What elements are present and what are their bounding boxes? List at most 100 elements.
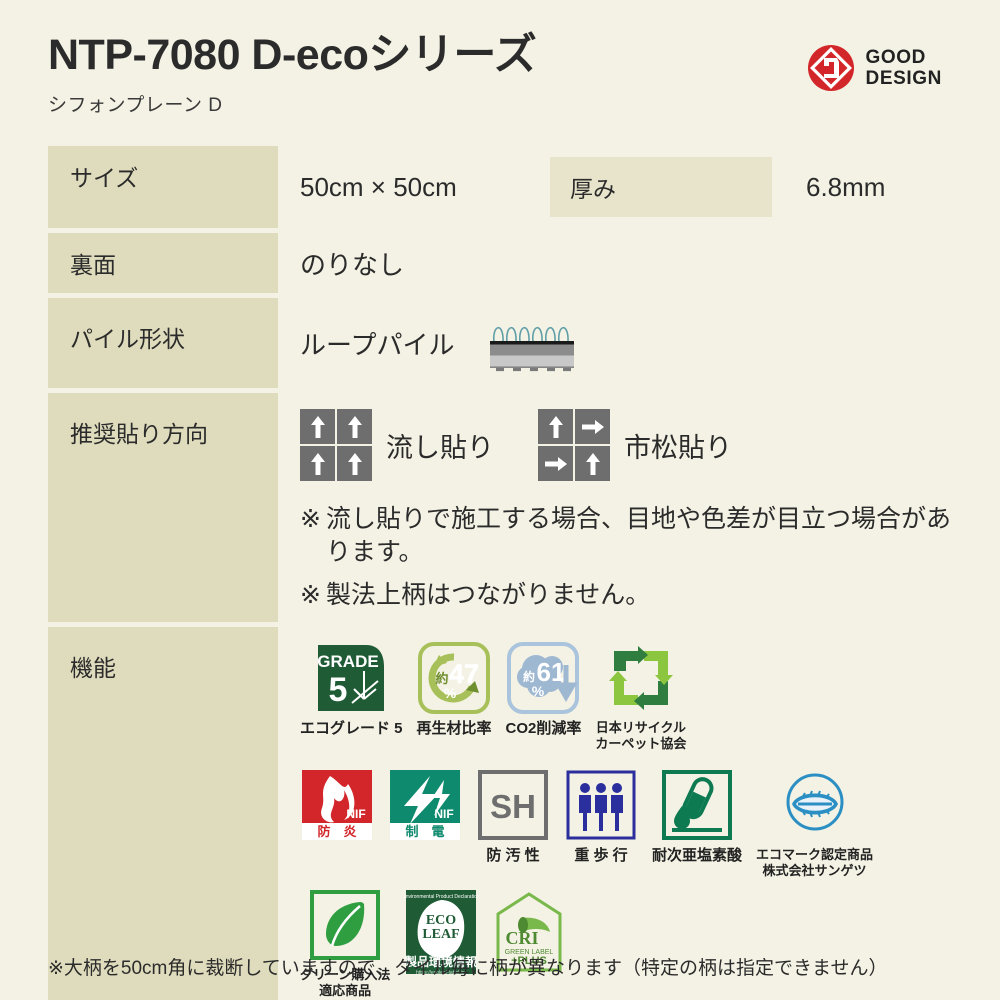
label-backing: 裏面 [48,233,278,293]
page-title: NTP-7080 D-ecoシリーズ [48,31,537,79]
arrow-cell [300,409,335,444]
arrow-cell [538,446,573,481]
value-size-wrap: 50cm × 50cm 厚み 6.8mm [278,146,958,228]
badge-caption: CO2削減率 [505,720,582,737]
note-mark: ※ [300,505,321,533]
value-thickness: 6.8mm [806,171,886,202]
good-design-logo: GOOD DESIGN [807,44,942,92]
svg-text:CRI: CRI [506,928,539,948]
badge-flame-retardant: NIF 防 炎 - [300,768,374,865]
direction-notes: ※ 流し貼りで施工する場合、目地や色差が目立つ場合があります。 ※ 製法上柄はつ… [300,503,958,612]
badge-green-purchase-law: グリーン購入法 適応商品 [300,888,390,999]
note-2: ※ 製法上柄はつながりません。 [300,579,958,612]
badge-caption: 防 汚 性 [486,846,540,864]
svg-text:47: 47 [449,659,479,689]
arrow-up-icon [347,415,362,438]
note-2-text: 製法上柄はつながりません。 [326,581,651,609]
arrow-grid-nagashi-icon [300,409,372,481]
svg-text:製品環境情報: 製品環境情報 [404,954,478,969]
badge-recycled-ratio: 約 47 % 再生材比率 [417,641,492,738]
badge-row-3: グリーン購入法 適応商品 ECO LEAF 製品環境情報 https://eco… [300,888,958,999]
svg-text:ECO: ECO [426,913,456,928]
good-design-wordmark: GOOD DESIGN [866,47,942,90]
pile-cross-section-icon [490,326,575,372]
note-mark: ※ [300,581,321,609]
value-pile: ループパイル [300,329,455,360]
label-pile: パイル形状 [48,298,278,388]
badge-eco-grade: GRADE 5 エコグレード 5 [300,641,403,738]
flame-retardant-icon: NIF 防 炎 [302,769,372,840]
label-size: サイズ [48,146,278,228]
badge-antistatic: NIF 制 電 - [388,768,462,865]
note-1: ※ 流し貼りで施工する場合、目地や色差が目立つ場合があります。 [300,503,958,569]
label-function: 機能 [48,627,278,1000]
badge-co2-reduction: 約 61 % CO2削減率 [505,641,582,738]
badge-hypochlorite-resistant: 耐次亜塩素酸 [652,768,742,865]
badge-caption: 重 歩 行 [574,846,628,864]
heavy-traffic-icon [566,770,636,840]
header: NTP-7080 D-ecoシリーズ シフォンプレーン D GOOD DESIG… [48,34,960,130]
value-backing: のりなし [300,249,405,280]
page-subtitle: シフォンプレーン D [48,95,223,116]
cri-green-label-icon: CRI GREEN LABEL +PLUS carpet-rug.org [496,892,562,972]
spec-table: サイズ 50cm × 50cm 厚み 6.8mm 裏面 のりなし パイル形状 ル… [48,146,958,1000]
eco-grade-leaf-icon: GRADE 5 [318,645,385,711]
arrow-up-icon [347,452,362,475]
label-direction: 推奨貼り方向 [48,393,278,622]
arrow-cell [337,446,372,481]
footer-note: ※大柄を50cm角に裁断していますので、タイル毎に柄が異なります（特定の柄は指定… [48,958,888,979]
function-body: GRADE 5 エコグレード 5 [278,627,958,1000]
table-row-pile: パイル形状 ループパイル [48,298,958,388]
direction-option-ichimatsu: 市松貼り [538,409,732,481]
svg-text:SH: SH [490,788,536,825]
table-row-function: 機能 GRADE 5 エコグレード [48,627,958,1000]
svg-text:5: 5 [329,671,348,709]
arrow-grid-ichimatsu-icon [538,409,610,481]
badge-caption: グリーン購入法 適応商品 [300,967,391,999]
label-thickness: 厚み [550,157,772,217]
svg-text:%: % [444,685,457,701]
badge-ecoleaf: ECO LEAF 製品環境情報 https://ecoleaf-label.jp… [404,888,478,999]
hypochlorite-test-tube-icon [662,769,732,840]
svg-text:NIF: NIF [434,807,453,821]
ecoleaf-icon: ECO LEAF 製品環境情報 https://ecoleaf-label.jp… [404,890,478,976]
svg-text:約: 約 [523,669,535,684]
arrow-cell [300,446,335,481]
svg-text:%: % [532,683,545,699]
badge-caption: エコグレード 5 [300,720,403,737]
direction-icons: 流し貼り [300,409,958,481]
svg-text:61: 61 [537,657,566,687]
arrow-cell [538,409,573,444]
table-row-direction: 推奨貼り方向 [48,393,958,622]
table-row-size: サイズ 50cm × 50cm 厚み 6.8mm [48,146,958,228]
direction-label-ichimatsu: 市松貼り [624,432,732,463]
direction-option-nagashi: 流し貼り [300,409,494,481]
arrow-up-icon [310,415,325,438]
value-size: 50cm × 50cm [300,171,457,202]
arrow-right-icon [581,419,604,434]
badge-row-1: GRADE 5 エコグレード 5 [300,641,958,752]
recycle-arrows-icon [608,646,673,710]
svg-text:+PLUS: +PLUS [511,955,547,967]
svg-text:約: 約 [436,671,449,686]
svg-text:防 炎: 防 炎 [317,824,356,839]
table-row-backing: 裏面 のりなし [48,233,958,293]
direction-body: 流し貼り [278,393,958,622]
badge-heavy-traffic: 重 歩 行 [564,768,638,865]
svg-text:Environmental Product Declarat: Environmental Product Declaration [404,894,478,900]
svg-text:LEAF: LEAF [423,927,460,942]
svg-text:GRADE: GRADE [318,652,379,671]
logo-line-1: GOOD [865,46,927,68]
badge-recycle-association: 日本リサイクル カーペット協会 [595,641,686,752]
good-design-mark-icon [807,45,854,91]
badge-ecomark: エコマーク認定商品 株式会社サンゲツ [756,768,873,879]
svg-text:NIF: NIF [346,807,365,821]
badge-row-2: NIF 防 炎 - NIF 制 電 [300,768,958,879]
arrow-right-icon [544,456,567,471]
logo-line-2: DESIGN [865,68,942,89]
value-pile-wrap: ループパイル [278,298,958,388]
arrow-cell [337,409,372,444]
co2-reduction-icon: 約 61 % [507,642,580,714]
ecomark-icon [786,773,844,831]
